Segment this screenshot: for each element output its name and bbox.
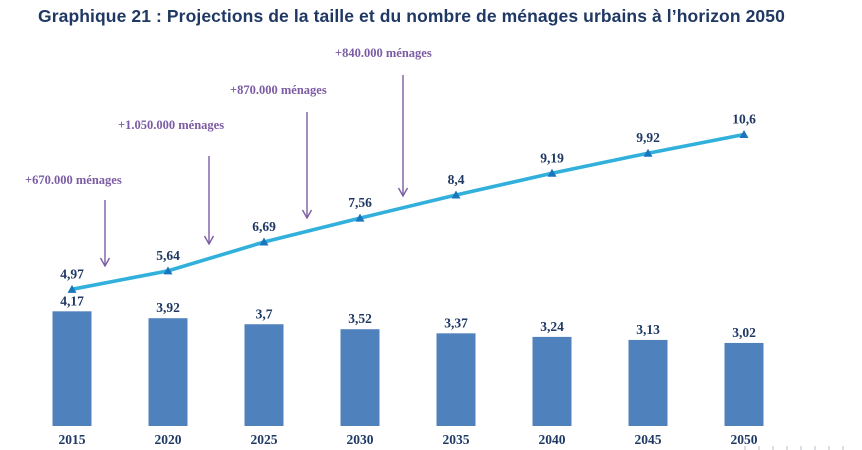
line-value-label: 9,92 bbox=[636, 130, 660, 145]
line-value-label: 7,56 bbox=[348, 195, 372, 210]
annotation-label: +870.000 ménages bbox=[230, 83, 327, 97]
bar-2020 bbox=[148, 318, 188, 426]
bar-2040 bbox=[532, 336, 572, 426]
x-axis-label: 2050 bbox=[731, 432, 758, 447]
annotation-label: +840.000 ménages bbox=[335, 46, 432, 60]
bar-value-label: 3,13 bbox=[636, 322, 660, 337]
line-marker bbox=[163, 266, 173, 275]
bar-2025 bbox=[244, 324, 284, 426]
bar-value-label: 3,7 bbox=[256, 306, 273, 321]
annotation-arrowhead-icon bbox=[301, 209, 313, 220]
bar-value-label: 3,02 bbox=[732, 325, 756, 340]
line-marker bbox=[67, 284, 77, 293]
clipped-text-fragment bbox=[744, 446, 854, 450]
bar-value-label: 3,37 bbox=[444, 315, 468, 330]
x-axis-label: 2015 bbox=[59, 432, 86, 447]
bar-value-label: 4,17 bbox=[60, 293, 84, 308]
annotation-arrowhead-icon bbox=[99, 257, 111, 268]
line-marker bbox=[643, 148, 653, 157]
bar-2015 bbox=[52, 311, 92, 426]
bar-value-label: 3,24 bbox=[540, 319, 564, 334]
line-marker bbox=[355, 213, 365, 222]
line-value-label: 4,97 bbox=[60, 266, 84, 281]
line-marker bbox=[259, 237, 269, 246]
line-marker bbox=[739, 130, 749, 138]
line-value-label: 6,69 bbox=[252, 219, 276, 234]
x-axis-label: 2020 bbox=[155, 432, 182, 447]
annotation-label: +670.000 ménages bbox=[25, 173, 122, 187]
x-axis-label: 2040 bbox=[539, 432, 566, 447]
annotation-label: +1.050.000 ménages bbox=[118, 118, 224, 132]
bar-2045 bbox=[628, 339, 668, 426]
chart-title: Graphique 21 : Projections de la taille … bbox=[38, 6, 785, 26]
bar-value-label: 3,52 bbox=[348, 311, 372, 326]
x-axis-label: 2025 bbox=[251, 432, 278, 447]
bar-value-label: 3,92 bbox=[156, 300, 180, 315]
annotation-arrowhead-icon bbox=[203, 235, 215, 246]
line-value-label: 10,6 bbox=[732, 112, 756, 127]
line-value-label: 9,19 bbox=[540, 150, 564, 165]
line-marker bbox=[451, 190, 461, 199]
line-value-label: 5,64 bbox=[156, 248, 180, 263]
annotation-arrowhead-icon bbox=[397, 187, 409, 198]
x-axis-label: 2045 bbox=[635, 432, 662, 447]
x-axis-label: 2030 bbox=[347, 432, 374, 447]
bar-2030 bbox=[340, 329, 380, 426]
line-marker bbox=[547, 168, 557, 177]
x-axis-label: 2035 bbox=[443, 432, 470, 447]
bar-2050 bbox=[724, 342, 764, 426]
line-value-label: 8,4 bbox=[448, 172, 465, 187]
bar-2035 bbox=[436, 333, 476, 426]
line-series bbox=[70, 132, 746, 292]
